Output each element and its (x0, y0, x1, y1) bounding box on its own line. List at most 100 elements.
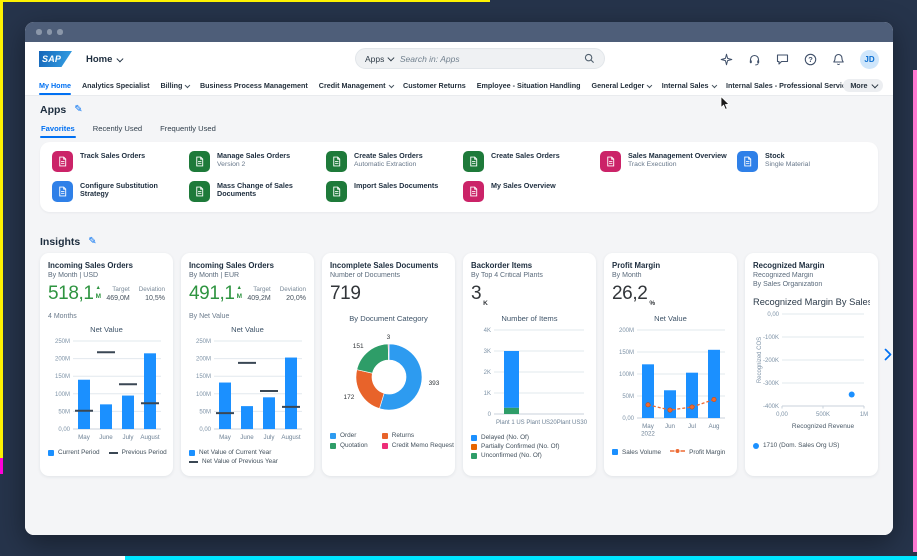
card-title: Incomplete Sales Documents (330, 261, 439, 270)
app-tile-import-sales-documents[interactable]: Import Sales Documents (326, 181, 455, 202)
edit-insights-icon[interactable]: ✎ (88, 236, 97, 247)
sap-logo[interactable]: SAP (39, 51, 72, 67)
insight-card-incoming-sales-orders[interactable]: Incoming Sales Orders By Month | EUR 491,1… (181, 253, 314, 476)
svg-text:100M: 100M (54, 392, 69, 398)
app-icon (189, 181, 210, 202)
app-icon (52, 181, 73, 202)
nav-item-label: Internal Sales - Professional Services (726, 81, 854, 90)
chevron-down-icon (647, 82, 653, 88)
nav-item-billing[interactable]: Billing (160, 76, 191, 95)
apps-tabs: Favorites Recently Used Frequently Used (40, 121, 878, 138)
nav-item-my-home[interactable]: My Home (39, 76, 71, 95)
svg-text:Recognized Revenue: Recognized Revenue (791, 423, 854, 430)
svg-text:0,00: 0,00 (622, 416, 634, 422)
search-bar[interactable]: Apps Search in: Apps (355, 48, 605, 69)
nav-item-credit-management[interactable]: Credit Management (318, 76, 394, 95)
nav-more-button[interactable]: More (843, 79, 883, 92)
insight-card-incoming-sales-orders[interactable]: Incoming Sales Orders By Month | USD 518,1… (40, 253, 173, 476)
card-subtitle: By Month (612, 272, 642, 279)
legend-item: Sales Volume (612, 449, 661, 456)
nav-item-customer-returns[interactable]: Customer Returns (403, 76, 466, 95)
app-tile-stock[interactable]: Stock Single Material (737, 151, 866, 172)
insight-card-backorder-items[interactable]: Backorder Items By Top 4 Critical Plants 3… (463, 253, 596, 476)
legend-item: Net Value of Current Year (189, 449, 271, 456)
insights-next-button[interactable] (884, 348, 892, 366)
kpi-unit: M (236, 292, 242, 300)
chevron-down-icon (711, 82, 717, 88)
edit-apps-icon[interactable]: ✎ (74, 104, 83, 115)
app-tile-label: Sales Management Overview (628, 151, 727, 160)
nav-item-internal-sales[interactable]: Internal Sales (661, 76, 717, 95)
legend-label: 1710 (Dom. Sales Org US) (763, 442, 840, 449)
legend-item: Profit Margin (670, 448, 725, 456)
window-control-icon[interactable] (46, 29, 52, 35)
feedback-icon[interactable] (776, 53, 789, 66)
apps-section-title: Apps (40, 104, 67, 116)
app-tile-label: Stock (765, 151, 785, 160)
home-menu-button[interactable]: Home (86, 54, 124, 65)
kpi-indicator: ▲ M (236, 285, 242, 300)
app-tile-create-sales-orders[interactable]: Create Sales Orders Automatic Extraction (326, 151, 455, 172)
search-input[interactable]: Search in: Apps (399, 53, 460, 64)
svg-text:Jun: Jun (665, 423, 676, 430)
card-title: Backorder Items (471, 261, 533, 270)
support-icon[interactable] (748, 53, 761, 66)
svg-text:June: June (240, 434, 254, 441)
chart-title: Net Value (654, 314, 687, 323)
chart-title: Recognized Margin By Sales Organz... (753, 297, 870, 307)
app-tile-sales-management-overview[interactable]: Sales Management Overview Track Execution (600, 151, 729, 172)
svg-text:250M: 250M (54, 339, 69, 345)
legend-label: Partially Confirmed (No. Of) (481, 443, 560, 450)
insight-card-incomplete-sales-documents[interactable]: Incomplete Sales Documents Number of Docu… (322, 253, 455, 476)
bar-chart: 200M 150M 100M 50M 0,00 May 2022 Jun Jul Aug (618, 328, 725, 438)
apps-tab-frequently-used[interactable]: Frequently Used (160, 124, 216, 133)
assistant-icon[interactable] (720, 53, 733, 66)
nav-item-label: Internal Sales (661, 81, 709, 90)
help-icon[interactable]: ? (804, 53, 817, 66)
search-scope-select[interactable]: Apps (365, 54, 395, 64)
app-icon (189, 151, 210, 172)
apps-tab-recently-used[interactable]: Recently Used (92, 124, 143, 133)
nav-item-business-process-management[interactable]: Business Process Management (200, 76, 308, 95)
insight-card-profit-margin[interactable]: Profit Margin By Month 26,2% Net Value 200M 1… (604, 253, 737, 476)
window-control-icon[interactable] (57, 29, 63, 35)
app-tile-my-sales-overview[interactable]: My Sales Overview (463, 181, 592, 202)
card-footnote: By Net Value (189, 313, 230, 320)
nav-item-internal-sales-professional-services[interactable]: Internal Sales - Professional Services (726, 76, 854, 95)
nav-item-general-ledger[interactable]: General Ledger (592, 76, 653, 95)
chevron-down-icon (185, 82, 191, 88)
window-control-icon[interactable] (36, 29, 42, 35)
nav-item-label: Credit Management (318, 81, 386, 90)
svg-text:100M: 100M (618, 372, 633, 378)
kpi-aside-label: Deviation (138, 286, 165, 293)
app-tile-manage-sales-orders[interactable]: Manage Sales Orders Version 2 (189, 151, 318, 172)
chevron-down-icon (871, 81, 878, 88)
kpi-aside-item: Target 469,0M (106, 286, 129, 302)
legend-item: Quotation (330, 442, 368, 449)
card-subtitle: By Month | USD (48, 272, 99, 279)
insight-card-recognized-margin[interactable]: Recognized Margin Recognized Margin By Sal… (745, 253, 878, 476)
apps-tab-favorites[interactable]: Favorites (40, 121, 76, 138)
legend-swatch (330, 432, 336, 439)
apps-panel: Track Sales Orders Manage Sales Orders Ver… (40, 142, 878, 212)
svg-text:Aug: Aug (708, 423, 720, 430)
edge-strip-bottom-cyan (125, 556, 917, 560)
svg-text:3: 3 (386, 334, 390, 341)
window-titlebar[interactable] (25, 22, 893, 42)
app-tile-text: Create Sales Orders Automatic Extraction (354, 151, 423, 168)
app-tile-create-sales-orders[interactable]: Create Sales Orders (463, 151, 592, 172)
search-icon (584, 53, 594, 63)
card-subtitle: Recognized Margin (753, 272, 814, 279)
nav-item-employee-situation-handling[interactable]: Employee - Situation Handling (477, 76, 581, 95)
svg-text:-200K: -200K (762, 358, 778, 364)
app-tile-label: Create Sales Orders (354, 151, 423, 160)
legend-label: Quotation (340, 442, 368, 449)
notifications-icon[interactable] (832, 53, 845, 66)
avatar[interactable]: JD (860, 49, 879, 69)
app-tile-mass-change-of-sales-documents[interactable]: Mass Change of Sales Documents (189, 181, 318, 202)
chevron-down-icon (388, 54, 395, 61)
nav-item-analytics-specialist[interactable]: Analytics Specialist (82, 76, 150, 95)
app-tile-track-sales-orders[interactable]: Track Sales Orders (52, 151, 181, 172)
app-tile-configure-substitution-strategy[interactable]: Configure Substitution Strategy (52, 181, 181, 202)
kpi-aside: Target 469,0M Deviation 10,5% (106, 285, 165, 302)
